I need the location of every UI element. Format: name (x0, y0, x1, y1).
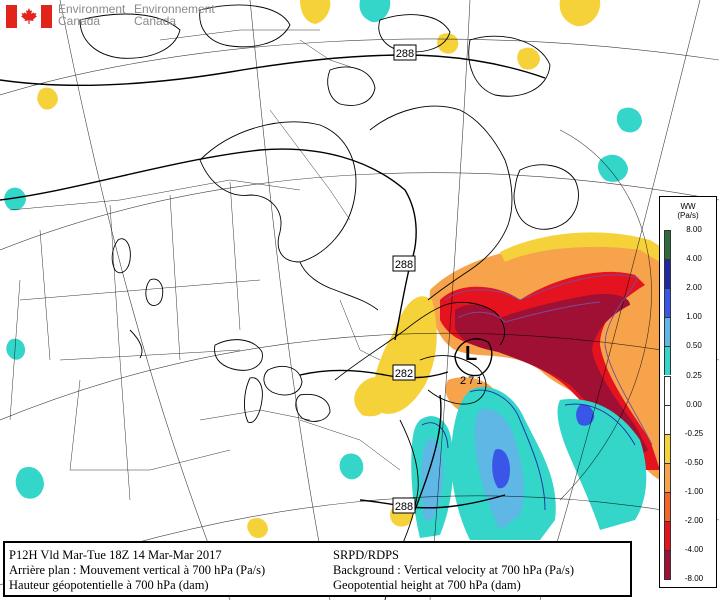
ww-cyan-speck-n (359, 0, 391, 23)
height-label-3: 282 (392, 364, 416, 381)
maple-leaf-icon (21, 8, 37, 24)
legend-tick (664, 491, 671, 493)
maritimes-coast (419, 355, 487, 405)
legend-swatch (664, 259, 671, 289)
legend-tick (664, 375, 671, 377)
legend-tick (664, 521, 671, 522)
caption-panel: P12H Vld Mar-Tue 18Z 14 Mar-Mar 2017 Arr… (3, 541, 632, 597)
height-label-4: 288 (392, 497, 416, 514)
legend-level-label: -0.50 (684, 457, 704, 467)
agency-logo: Environment Canada Environnement Canada (4, 3, 244, 31)
legend-level-label: 8.00 (686, 225, 702, 234)
ww-cyan-speck-sw2 (339, 453, 364, 480)
hudson-bay-coast (199, 121, 357, 263)
ww-yellow-speck-ne (517, 47, 540, 70)
low-center-symbol: L (465, 343, 477, 365)
legend-swatch (664, 491, 671, 521)
agency-name-french: Environnement Canada (134, 2, 215, 28)
height-contour-282 (299, 369, 449, 379)
legend-level-label: 1.00 (686, 312, 702, 322)
ww-yellow-speck-s2 (247, 518, 268, 538)
legend-level-label: -0.25 (684, 428, 704, 438)
height-contour-288-north (0, 54, 546, 86)
legend-swatch (664, 550, 671, 580)
ww-cyan-speck-w2 (6, 338, 26, 360)
caption-height-fr: Hauteur géopotentielle à 700 hPa (dam) (9, 578, 209, 592)
height-label-2: 288 (392, 255, 416, 272)
legend-level-label: -1.00 (684, 486, 704, 496)
caption-french-column: P12H Vld Mar-Tue 18Z 14 Mar-Mar 2017 Arr… (9, 548, 265, 593)
legend-tick (664, 462, 671, 464)
ww-cyan-speck-w (4, 187, 26, 211)
caption-validity: P12H Vld Mar-Tue 18Z 14 Mar-Mar 2017 (9, 548, 222, 562)
legend-tick (664, 346, 671, 348)
great-lakes (214, 339, 263, 371)
legend-swatch (664, 346, 671, 376)
legend-level-label: -8.00 (684, 574, 704, 584)
coastlines (79, 4, 579, 600)
legend-swatch (664, 288, 671, 318)
color-legend: WW (Pa/s) 8.00 4.00 2.00 1.00 0.50 0.25 0.00 -0… (659, 196, 717, 588)
legend-swatch (664, 317, 671, 347)
legend-tick (664, 288, 671, 290)
ww-yellow-speck-n2 (559, 0, 601, 27)
legend-swatch (664, 404, 671, 434)
legend-title: WW (680, 202, 696, 211)
height-contour-low (454, 338, 493, 377)
svg-text:282: 282 (395, 368, 413, 380)
caption-background-en: Background : Vertical velocity at 700 hP… (333, 563, 575, 577)
geopotential-contours (0, 54, 546, 511)
low-center: L 271 (460, 343, 484, 387)
ww-cyan-speck-ne (597, 154, 628, 182)
ww-yellow-speck-n (300, 0, 331, 24)
legend-level-label: 2.00 (686, 283, 702, 293)
low-center-value: 271 (460, 375, 484, 387)
legend-units: (Pa/s) (677, 211, 699, 220)
legend-level-label: 0.25 (686, 370, 702, 380)
caption-english-column: SRPD/RDPS Background : Vertical velocity… (333, 548, 574, 593)
caption-background-fr: Arrière plan : Mouvement vertical à 700 … (9, 563, 266, 577)
legend-tick (664, 433, 671, 435)
svg-text:288: 288 (396, 48, 414, 60)
newfoundland-coast (513, 164, 579, 230)
legend-level-label: 0.50 (686, 341, 702, 351)
ww-yellow-field-east (500, 232, 660, 262)
ww-yellow-speck-w (37, 87, 58, 110)
legend-tick (664, 404, 671, 406)
ww-blue-patch-east (576, 404, 595, 426)
province-boundaries (9, 29, 401, 501)
ww-cyan-speck-sw (15, 466, 45, 499)
legend-level-label: -2.00 (684, 516, 704, 525)
legend-swatch (664, 230, 671, 260)
legend-level-label: -4.00 (684, 545, 704, 555)
labrador-coast (369, 105, 513, 301)
caption-height-en: Geopotential height at 700 hPa (dam) (333, 578, 521, 592)
ww-cyan-speck-ne2 (616, 107, 642, 133)
legend-swatch (664, 375, 671, 405)
legend-tick (664, 317, 671, 319)
legend-level-label: 4.00 (686, 254, 702, 264)
caption-model: SRPD/RDPS (333, 548, 400, 562)
legend-swatch (664, 433, 671, 463)
legend-swatch (664, 521, 671, 551)
agency-name-english: Environment Canada (58, 2, 126, 28)
svg-text:288: 288 (395, 259, 413, 271)
legend-swatch (664, 462, 671, 492)
height-label-1: 288 (393, 44, 417, 61)
ww-blue-patch-south (492, 449, 510, 489)
legend-tick (664, 579, 671, 581)
legend-tick (664, 230, 671, 231)
ww-yellow-patch-quebec (354, 376, 392, 417)
legend-level-label: 0.00 (686, 399, 702, 409)
canada-flag-icon (6, 5, 52, 28)
legend-tick (664, 259, 671, 261)
svg-text:288: 288 (395, 501, 413, 513)
ww-yellow-speck-c (437, 33, 459, 54)
ww-cyan-region-east (557, 399, 647, 530)
legend-tick (664, 550, 671, 552)
